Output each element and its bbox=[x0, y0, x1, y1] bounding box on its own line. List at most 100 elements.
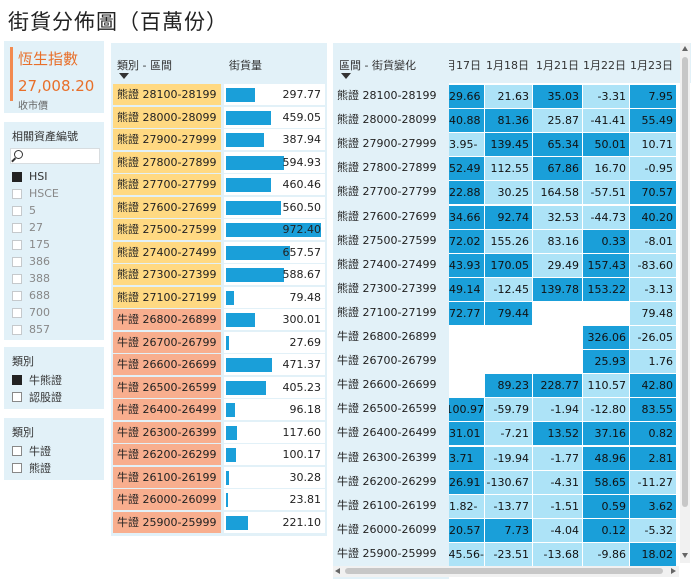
change-cell: -26.05 bbox=[630, 326, 676, 349]
table-row[interactable]: 熊證 27800-27899 52.49 112.55 67.86 16.70 -0.95 bbox=[333, 156, 678, 181]
outstanding-cell: 27.69 bbox=[224, 331, 325, 353]
slicer-item[interactable]: 700 bbox=[4, 304, 104, 321]
checkbox-icon[interactable] bbox=[12, 205, 22, 216]
date-column-header[interactable]: 1月21日 bbox=[536, 59, 579, 72]
date-column-header[interactable]: 1月18日 bbox=[486, 59, 529, 72]
header-range-change[interactable]: 區間 - 街貨變化 bbox=[339, 59, 416, 72]
table-row[interactable]: 牛證 26400-26499 96.18 bbox=[111, 399, 327, 420]
table-row[interactable]: 牛證 26800-26899 326.06 -26.05 bbox=[333, 325, 678, 349]
table-row[interactable]: 牛證 26700-26799 27.69 bbox=[111, 331, 327, 353]
checkbox-icon[interactable] bbox=[12, 324, 22, 335]
table-row[interactable]: 牛證 26700-26799 25.93 1.76 bbox=[333, 349, 678, 374]
table-row[interactable]: 熊證 27900-27999 -3.95 139.45 65.34 50.01 10.71 bbox=[333, 132, 678, 157]
table-row[interactable]: 熊證 27700-27799 460.46 bbox=[111, 174, 327, 195]
table-row[interactable]: 熊證 27600-27699 34.66 92.74 32.53 -44.73 40.20 bbox=[333, 205, 678, 229]
slicer-item[interactable]: 175 bbox=[4, 236, 104, 253]
change-cell: -12.45 bbox=[485, 277, 532, 301]
slicer-item[interactable]: 熊證 bbox=[4, 459, 104, 476]
slicer-item[interactable]: 857 bbox=[4, 321, 104, 338]
table-row[interactable]: 牛證 26600-26699 89.23 228.77 110.57 42.80 bbox=[333, 373, 678, 398]
table-row[interactable]: 牛證 26100-26199 30.28 bbox=[111, 466, 327, 488]
table-row[interactable]: 熊證 28000-28099 459.05 bbox=[111, 106, 327, 128]
checkbox-checked-icon[interactable] bbox=[12, 171, 22, 182]
table-row[interactable]: 熊證 28100-28199 29.66 21.63 35.03 -3.31 7.95 bbox=[333, 84, 678, 108]
table-row[interactable]: 牛證 25900-25999 221.10 bbox=[111, 511, 327, 533]
slicer-item[interactable]: HSI bbox=[4, 168, 104, 185]
sort-desc-icon[interactable] bbox=[119, 73, 129, 79]
date-column-header[interactable]: 1月17日 bbox=[449, 59, 481, 72]
header-category-range[interactable]: 類別 - 區間 bbox=[117, 59, 172, 72]
checkbox-icon[interactable] bbox=[12, 391, 22, 402]
checkbox-icon[interactable] bbox=[12, 307, 22, 318]
slicer-item[interactable]: 386 bbox=[4, 253, 104, 270]
sort-desc-icon[interactable] bbox=[341, 73, 351, 79]
table-row[interactable]: 牛證 26100-26199 -1.82 -13.77 -1.51 0.59 3.62 bbox=[333, 494, 678, 518]
scroll-right-icon[interactable] bbox=[671, 568, 676, 574]
table-row[interactable]: 熊證 28100-28199 297.77 bbox=[111, 84, 327, 105]
slicer-item-label: 175 bbox=[29, 238, 50, 251]
table-row[interactable]: 牛證 26300-26399 3.71 -19.94 -1.77 48.96 2.81 bbox=[333, 446, 678, 470]
slicer-item[interactable]: 27 bbox=[4, 219, 104, 236]
table-row[interactable]: 熊證 27500-27599 972.40 bbox=[111, 219, 327, 240]
slicer-item[interactable]: 688 bbox=[4, 287, 104, 304]
checkbox-icon[interactable] bbox=[12, 290, 22, 301]
slicer-item[interactable]: HSCE bbox=[4, 185, 104, 202]
outstanding-value: 27.69 bbox=[289, 335, 322, 349]
table-row[interactable]: 熊證 27300-27399 588.67 bbox=[111, 264, 327, 285]
date-column-header[interactable]: 1月22日 bbox=[583, 59, 626, 72]
checkbox-icon[interactable] bbox=[12, 256, 22, 267]
table-row[interactable]: 熊證 27100-27199 72.77 79.44 79.48 bbox=[333, 301, 678, 325]
change-cell bbox=[485, 326, 532, 349]
scroll-up-icon[interactable] bbox=[682, 46, 688, 51]
table-row[interactable]: 牛證 26800-26899 300.01 bbox=[111, 309, 327, 330]
data-bar bbox=[226, 403, 236, 417]
table-row[interactable]: 熊證 27900-27999 387.94 bbox=[111, 129, 327, 150]
slicer-item[interactable]: 牛熊證 bbox=[4, 371, 104, 388]
table-row[interactable]: 牛證 26200-26299 100.17 bbox=[111, 444, 327, 465]
table-row[interactable]: 熊證 27400-27499 657.57 bbox=[111, 241, 327, 263]
change-cell bbox=[449, 350, 484, 374]
slicer-item[interactable]: 5 bbox=[4, 202, 104, 219]
vertical-scrollbar[interactable] bbox=[680, 43, 690, 563]
slicer-item[interactable]: 牛證 bbox=[4, 442, 104, 459]
checkbox-icon[interactable] bbox=[12, 462, 22, 473]
checkbox-icon[interactable] bbox=[12, 445, 22, 456]
change-cell: 70.57 bbox=[630, 181, 676, 205]
vertical-scroll-thumb[interactable] bbox=[682, 57, 688, 507]
slicer-item-label: 熊證 bbox=[29, 461, 51, 475]
checkbox-icon[interactable] bbox=[12, 222, 22, 233]
scroll-down-icon[interactable] bbox=[682, 553, 688, 558]
slicer-item[interactable]: 認股證 bbox=[4, 388, 104, 405]
slicer-item[interactable]: 388 bbox=[4, 270, 104, 287]
table-row[interactable]: 牛證 26200-26299 26.91 -130.67 -4.31 58.65 -11.… bbox=[333, 470, 678, 494]
checkbox-icon[interactable] bbox=[12, 239, 22, 250]
table-row[interactable]: 牛證 26600-26699 471.37 bbox=[111, 354, 327, 375]
header-outstanding[interactable]: 街貨量 bbox=[229, 59, 262, 72]
table-row[interactable]: 牛證 26500-26599 405.23 bbox=[111, 376, 327, 398]
change-cell: 139.45 bbox=[485, 133, 532, 157]
table-row[interactable]: 熊證 27300-27399 49.14 -12.45 139.78 153.22 -3.… bbox=[333, 277, 678, 301]
horizontal-scrollbar[interactable] bbox=[333, 566, 679, 577]
table-row[interactable]: 牛證 26000-26099 20.57 7.73 -4.04 0.12 -5.32 bbox=[333, 518, 678, 542]
table-row[interactable]: 牛證 26300-26399 117.60 bbox=[111, 421, 327, 443]
table-row[interactable]: 熊證 27800-27899 594.93 bbox=[111, 151, 327, 173]
table-row[interactable]: 熊證 27600-27699 560.50 bbox=[111, 196, 327, 218]
table-row[interactable]: 熊證 27500-27599 72.02 155.26 83.16 0.33 -8.01 bbox=[333, 229, 678, 253]
table-row[interactable]: 牛證 26400-26499 31.01 -7.21 13.52 37.16 0.82 bbox=[333, 421, 678, 446]
checkbox-checked-icon[interactable] bbox=[12, 374, 22, 385]
table-row[interactable]: 熊證 28000-28099 40.88 81.36 25.87 -41.41 55.49 bbox=[333, 108, 678, 133]
date-column-header[interactable]: 1月23日 bbox=[630, 59, 673, 72]
table-row[interactable]: 熊證 27400-27499 43.93 170.05 29.49 157.43 -83.… bbox=[333, 253, 678, 277]
table-row[interactable]: 熊證 27100-27199 79.48 bbox=[111, 286, 327, 308]
slicer-search-input[interactable] bbox=[10, 148, 100, 164]
checkbox-icon[interactable] bbox=[12, 273, 22, 284]
change-cell: -45.56 bbox=[449, 542, 484, 566]
checkbox-icon[interactable] bbox=[12, 188, 22, 199]
table-row[interactable]: 牛證 25900-25999 -45.56 -23.51 -13.68 -9.86 18.… bbox=[333, 542, 678, 566]
table-row[interactable]: 牛證 26500-26599 100.97 -59.79 -1.94 -12.80 83.… bbox=[333, 397, 678, 422]
horizontal-scroll-thumb[interactable] bbox=[345, 568, 663, 574]
table-row[interactable]: 熊證 27700-27799 22.88 30.25 164.58 -57.51 70.5… bbox=[333, 180, 678, 205]
scroll-left-icon[interactable] bbox=[335, 568, 340, 574]
kpi-value: 27,008.20 bbox=[18, 77, 95, 95]
table-row[interactable]: 牛證 26000-26099 23.81 bbox=[111, 489, 327, 510]
